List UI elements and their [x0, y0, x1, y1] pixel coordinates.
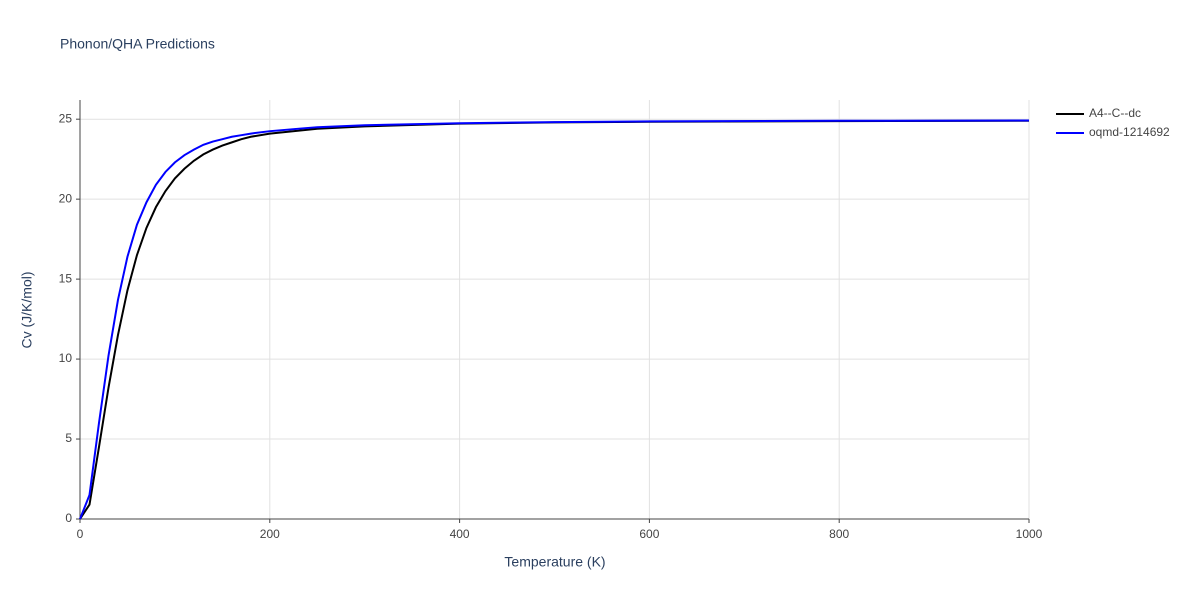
line-series: [79, 119, 1030, 520]
x-tick-label: 600: [639, 527, 659, 541]
chart-title: Phonon/QHA Predictions: [60, 36, 215, 52]
x-tick-label: 800: [829, 527, 849, 541]
y-tick-label: 25: [59, 111, 73, 125]
line-series: [79, 119, 1030, 520]
x-tick-label: 200: [260, 527, 280, 541]
y-tick-label: 10: [59, 351, 73, 365]
legend-label: A4--C--dc: [1089, 106, 1141, 120]
x-tick-label: 0: [77, 527, 84, 541]
x-axis-title: Temperature (K): [504, 554, 605, 570]
y-axis-title: Cv (J/K/mol): [19, 272, 35, 349]
legend-label: oqmd-1214692: [1089, 125, 1170, 139]
x-tick-label: 400: [450, 527, 470, 541]
x-tick-label: 1000: [1016, 527, 1043, 541]
y-tick-label: 15: [59, 271, 73, 285]
y-tick-label: 0: [65, 511, 72, 525]
y-tick-label: 5: [65, 431, 72, 445]
y-tick-label: 20: [59, 191, 73, 205]
